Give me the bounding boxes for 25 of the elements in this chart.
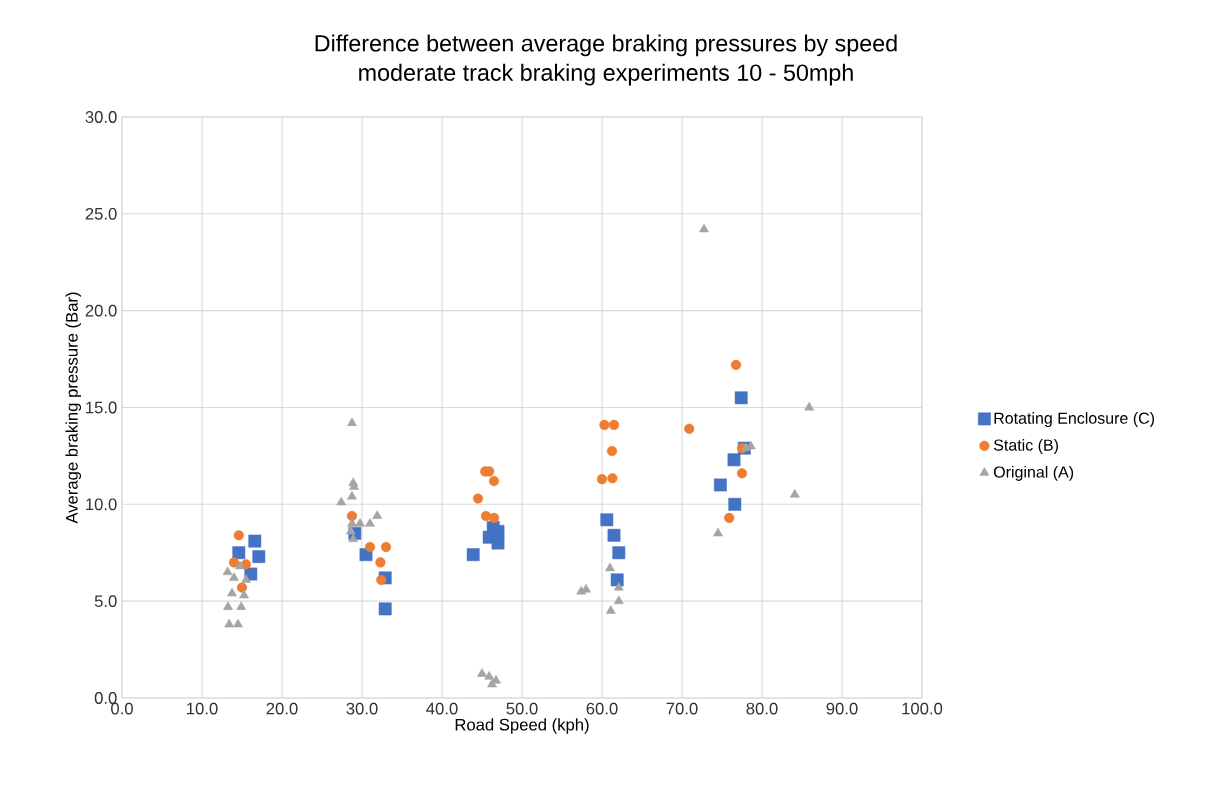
x-tick-label: 10.0 [187,702,218,715]
y-tick-label: 25.0 [85,207,117,220]
y-tick-label: 15.0 [86,401,117,414]
x-tick-label: 20.0 [266,702,298,715]
y-axis-title: Average braking pressure (Bar) [65,292,82,524]
x-tick-label: 100.0 [902,702,943,715]
x-axis-title: Road Speed (kph) [455,718,589,734]
y-tick-label: 5.0 [94,595,117,608]
chart-title: Difference between average braking pressures by speed [315,34,897,57]
x-tick-label: 60.0 [586,702,618,715]
x-tick-label: 50.0 [506,702,538,715]
legend-label: Original (A) [993,465,1074,481]
x-tick-label: 80.0 [746,702,778,715]
x-tick-label: 0.0 [111,702,133,715]
chart-subtitle: moderate track braking experiments 10 - 50mph [359,63,853,86]
legend-label: Rotating Enclosure (C) [994,412,1155,428]
y-tick-label: 10.0 [86,498,117,511]
x-tick-label: 40.0 [426,702,458,715]
y-tick-label: 0.0 [94,692,117,704]
legend-label: Static (B) [993,439,1058,454]
x-tick-label: 70.0 [666,702,698,715]
y-tick-label: 20.0 [85,304,117,317]
x-tick-label: 30.0 [346,702,378,715]
x-tick-label: 90.0 [826,702,858,715]
y-tick-label: 30.0 [85,111,117,123]
